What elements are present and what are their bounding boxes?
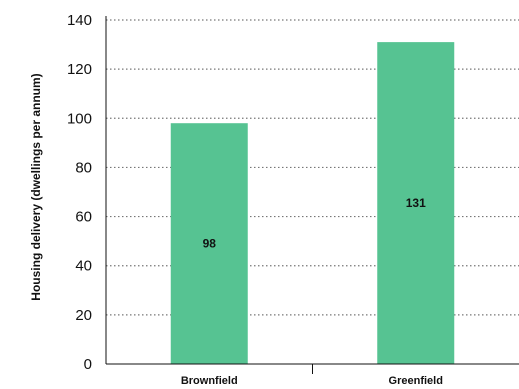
y-tick-label: 20 (75, 307, 92, 324)
y-tick-label: 100 (67, 110, 92, 127)
data-label: 98 (203, 237, 217, 251)
bar-brownfield (170, 123, 248, 364)
data-label: 131 (406, 196, 426, 210)
bars (170, 42, 455, 364)
y-tick-label: 60 (75, 209, 92, 226)
y-tick-label: 120 (67, 61, 92, 78)
bar-greenfield (377, 42, 455, 364)
x-tick-label: Greenfield (389, 375, 443, 387)
y-tick-label: 40 (75, 258, 92, 275)
y-tick-label: 140 (67, 12, 92, 29)
gridlines (106, 19, 519, 316)
axes (105, 16, 519, 374)
x-tick-label: Brownfield (181, 375, 238, 387)
y-tick-label: 80 (75, 159, 92, 176)
y-axis-title: Housing delivery (dwellings per annum) (29, 73, 43, 300)
labels: 0 20 40 60 80 100 120 140 98 Brownfield 131 Greenfi… (67, 12, 443, 387)
y-tick-label: 0 (84, 356, 92, 373)
